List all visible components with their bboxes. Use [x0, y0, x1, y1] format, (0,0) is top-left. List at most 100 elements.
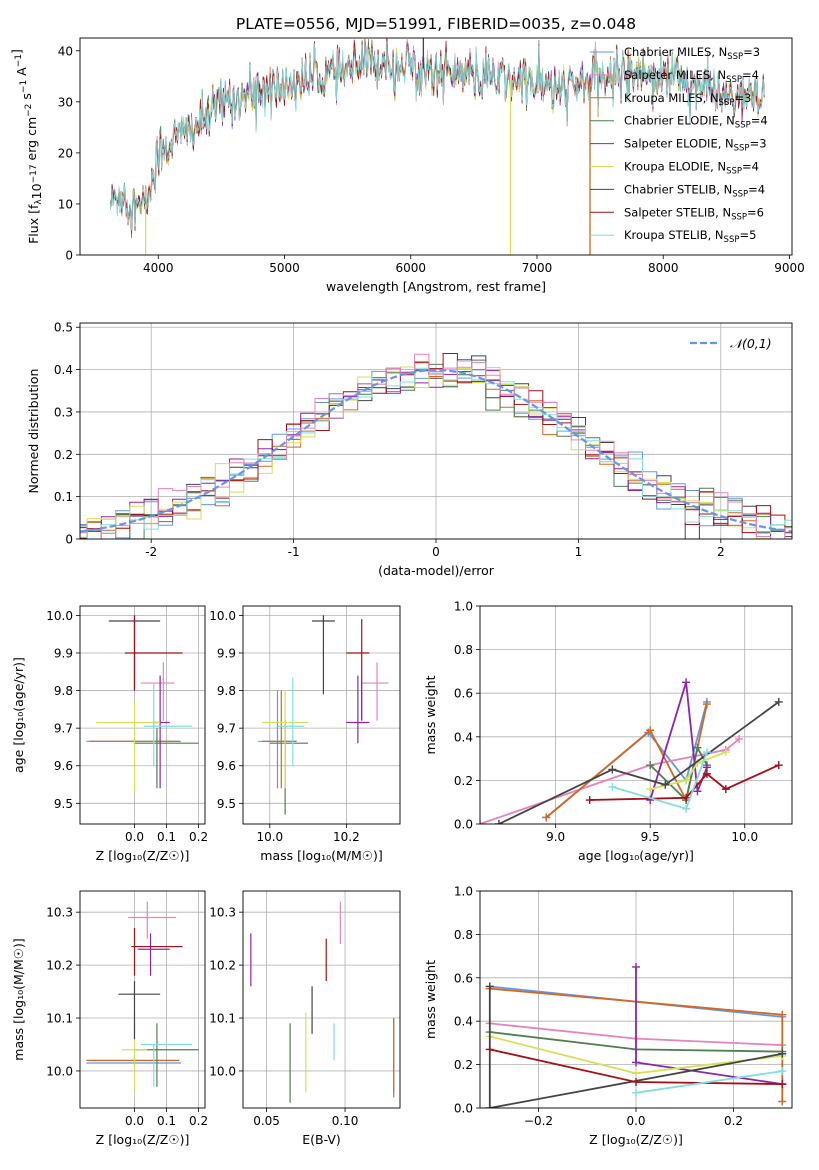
legend-value: =6	[747, 205, 764, 219]
legend-label: Salpeter STELIB, NSSP=6	[624, 205, 764, 222]
x-axis-label: age [log₁₀(age/yr)]	[578, 848, 694, 863]
y-axis-label-part: 10	[29, 183, 44, 199]
spectrum-panel: 4000 5000 6000 7000 8000 9000 0 10 20 30 40 wavelen…	[9, 37, 805, 294]
age-vs-mass-panel: 10.0 10.2 9.5 9.6 9.7 9.8 9.9 10.0 mass [log₁₀(M…	[209, 605, 401, 863]
weight-marker	[646, 726, 655, 735]
weight-vs-age-panel: 9.0 9.5 10.0 0.0 0.2 0.4 0.6 0.8 1.0 age [log₁₀(a…	[423, 600, 793, 863]
weight-marker	[632, 1069, 640, 1078]
x-tick-label: 0.2	[189, 1114, 208, 1128]
x-tick-label: 0	[432, 545, 440, 559]
legend-name: Kroupa MILES, N	[624, 91, 719, 105]
x-tick-label: 0.0	[125, 830, 144, 844]
weight-marker	[735, 734, 744, 743]
y-tick-label: 0	[65, 533, 73, 547]
legend-name: Kroupa ELODIE, N	[624, 160, 726, 174]
weight-marker	[774, 761, 783, 770]
x-tick-label: -1	[288, 545, 300, 559]
weight-marker	[646, 761, 655, 770]
legend-value: =4	[742, 68, 759, 82]
y-tick-label: 10.2	[209, 959, 236, 973]
y-tick-label: 0.8	[454, 928, 473, 942]
x-tick-label: 0.1	[157, 1114, 176, 1128]
residuals-plot	[80, 353, 792, 539]
legend-label: 𝒩(0,1)	[730, 336, 772, 351]
y-tick-label: 10.0	[209, 1064, 236, 1078]
y-tick-label: 10.0	[209, 609, 236, 623]
weight-vs-Z-plot	[485, 962, 787, 1108]
legend-sub: SSP	[719, 98, 735, 108]
x-tick-label: 0.05	[253, 1114, 280, 1128]
x-tick-label: 0.0	[125, 1114, 144, 1128]
y-axis-label-part: erg cm	[24, 117, 39, 165]
axes-frame	[242, 890, 401, 1109]
y-tick-label: 9.9	[217, 646, 236, 660]
legend-name: Salpeter MILES, N	[624, 68, 726, 82]
y-tick-label: 0.5	[54, 321, 73, 335]
x-tick-label: 0.0	[626, 1114, 645, 1128]
weight-marker	[682, 793, 691, 802]
histogram-series-1	[80, 353, 792, 539]
weight-marker	[702, 700, 711, 709]
weight-marker	[485, 982, 494, 991]
y-axis-label: Flux [fλ10−17 erg cm−2 s−1 A−1]	[9, 49, 44, 244]
y-tick-label: 10.0	[46, 609, 73, 623]
y-tick-label: 0.4	[454, 730, 473, 744]
weight-marker	[585, 796, 594, 805]
y-axis-label-part: A	[14, 67, 29, 80]
y-tick-label: 40	[58, 44, 73, 58]
legend-label: Kroupa STELIB, NSSP=5	[624, 228, 756, 245]
weight-marker	[721, 785, 730, 794]
weight-line-series-6	[488, 986, 783, 1108]
weight-marker	[632, 1088, 640, 1097]
y-tick-label: 1.0	[454, 600, 473, 614]
y-tick-label: 10.3	[209, 906, 236, 920]
axes-frame	[479, 605, 793, 825]
spectrum-line-series-7	[109, 38, 765, 233]
axes-frame	[242, 605, 401, 825]
y-tick-label: 0.1	[54, 490, 73, 504]
legend-label: Chabrier STELIB, NSSP=4	[624, 182, 765, 199]
weight-vs-age-plot	[480, 678, 783, 824]
x-axis-label: Z [log₁₀(Z/Z☉)]	[96, 848, 190, 863]
weight-marker	[778, 1010, 787, 1019]
weight-marker	[778, 1067, 787, 1076]
weight-marker	[646, 785, 655, 794]
x-axis-label: mass [log₁₀(M/M☉)]	[260, 848, 382, 863]
y-axis-label: mass [log₁₀(M/M☉)]	[11, 938, 26, 1060]
y-tick-label: 1.0	[454, 885, 473, 899]
weight-line-series-1	[480, 738, 740, 824]
normal-curve	[80, 368, 792, 533]
y-tick-label: 10.1	[46, 1012, 73, 1026]
x-tick-label: 9000	[774, 261, 805, 275]
axes-frame	[79, 37, 793, 256]
y-axis-label: age [log₁₀(age/yr)]	[11, 657, 26, 773]
legend-label: Chabrier ELODIE, NSSP=4	[624, 114, 768, 131]
y-axis-label: Normed distribution	[26, 369, 41, 494]
figure-title: PLATE=0556, MJD=51991, FIBERID=0035, z=0…	[236, 15, 636, 33]
legend-name: Salpeter ELODIE, N	[624, 137, 734, 151]
y-tick-label: 0.2	[454, 774, 473, 788]
legend-sub: SSP	[734, 144, 750, 154]
y-tick-label: 9.6	[54, 759, 73, 773]
y-axis-label-part: Flux [f	[26, 204, 41, 244]
y-tick-label: 0.3	[54, 405, 73, 419]
spectrum-line-series-5	[109, 38, 765, 232]
weight-marker	[632, 1077, 640, 1086]
weight-marker	[632, 962, 640, 971]
y-tick-label: 0.2	[54, 448, 73, 462]
weight-marker	[682, 804, 691, 813]
y-tick-label: 0	[65, 249, 73, 263]
x-tick-label: 9.0	[546, 830, 565, 844]
weight-marker	[608, 765, 617, 774]
y-tick-label: 9.8	[54, 684, 73, 698]
spectrum-line-series-8	[109, 41, 765, 231]
x-tick-label: 5000	[269, 261, 300, 275]
legend-sub: SSP	[726, 167, 742, 177]
legend-sub: SSP	[732, 189, 748, 199]
weight-marker	[778, 1097, 787, 1106]
legend-name: Chabrier ELODIE, N	[624, 114, 735, 128]
mass-vs-Z-panel: 0.0 0.1 0.2 10.0 10.1 10.2 10.3 Z [log₁₀(Z/Z☉)]…	[11, 890, 208, 1147]
weight-marker	[721, 748, 730, 757]
